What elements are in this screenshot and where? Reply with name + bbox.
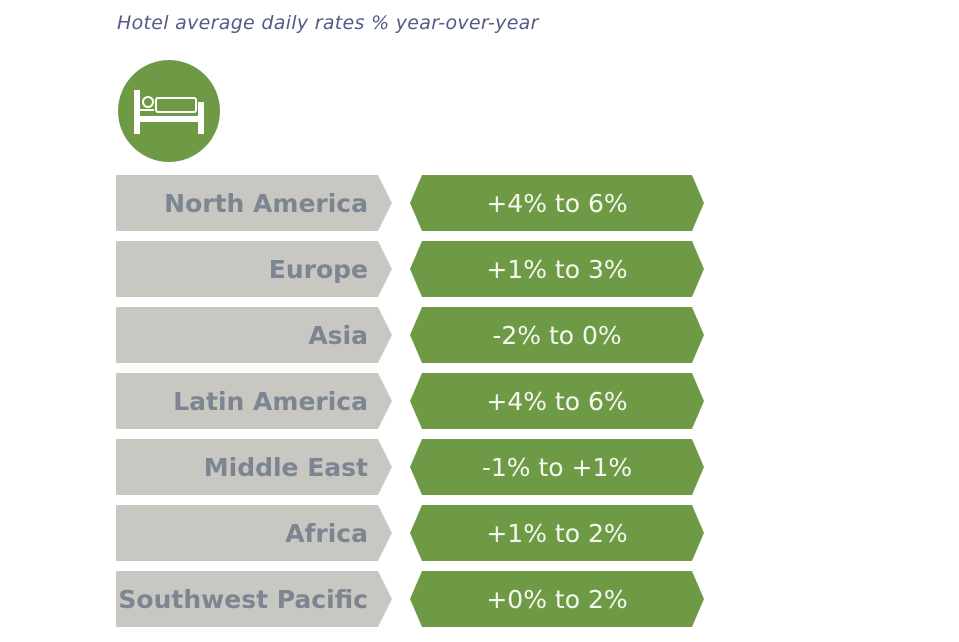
rate-value: -2% to 0% — [410, 307, 704, 363]
table-row: Asia -2% to 0% — [116, 307, 706, 363]
table-row: Middle East -1% to +1% — [116, 439, 706, 495]
table-row: Africa +1% to 2% — [116, 505, 706, 561]
table-row: Latin America +4% to 6% — [116, 373, 706, 429]
region-label: North America — [116, 175, 392, 231]
rate-value: +1% to 2% — [410, 505, 704, 561]
rate-value: +0% to 2% — [410, 571, 704, 627]
table-row: Southwest Pacific +0% to 2% — [116, 571, 706, 627]
region-label: Latin America — [116, 373, 392, 429]
table-row: North America +4% to 6% — [116, 175, 706, 231]
region-label: Middle East — [116, 439, 392, 495]
rate-value: -1% to +1% — [410, 439, 704, 495]
table-row: Europe +1% to 3% — [116, 241, 706, 297]
rate-value: +4% to 6% — [410, 175, 704, 231]
bed-icon — [118, 60, 220, 162]
rate-value: +4% to 6% — [410, 373, 704, 429]
region-label: Europe — [116, 241, 392, 297]
region-label: Africa — [116, 505, 392, 561]
rate-value: +1% to 3% — [410, 241, 704, 297]
page-title: Hotel average daily rates % year-over-ye… — [117, 12, 539, 34]
region-label: Asia — [116, 307, 392, 363]
region-label: Southwest Pacific — [116, 571, 392, 627]
